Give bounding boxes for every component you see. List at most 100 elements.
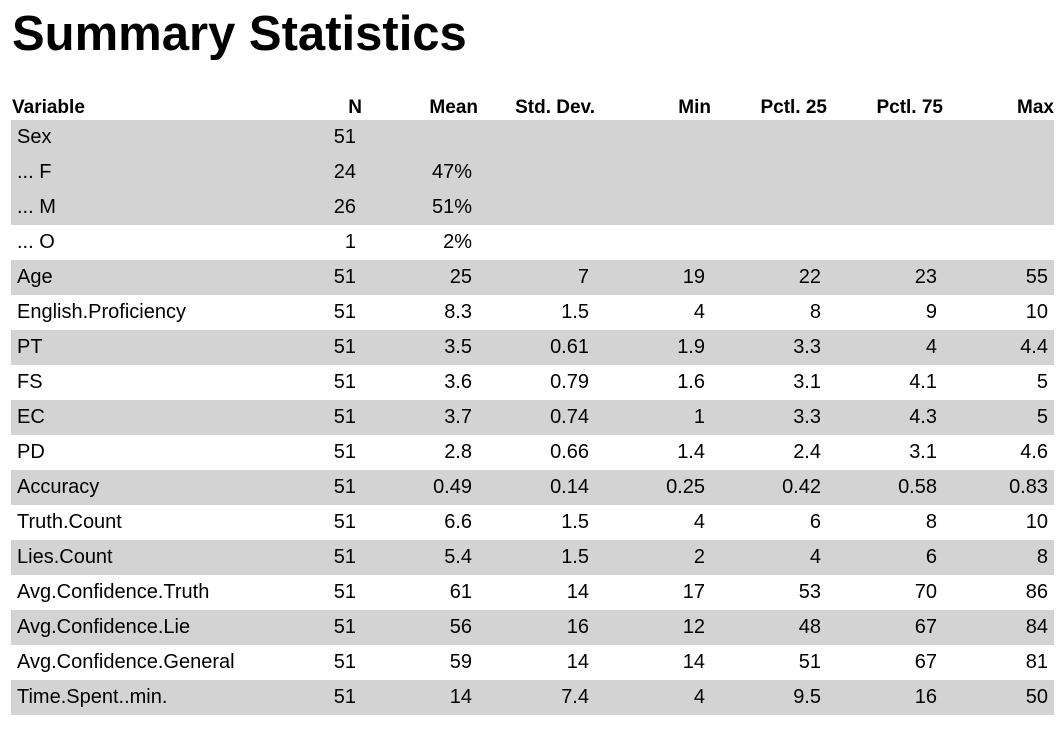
cell-pctl-25: 9.5 [711,680,827,715]
cell-std-dev [478,120,595,155]
cell-pctl-25: 6 [809,511,821,533]
cell-mean: 56 [362,610,478,645]
cell-n: 1 [344,231,356,253]
column-header-variable: Variable [12,97,85,118]
cell-mean: 0.49 [362,470,478,505]
table-row: ... F 24 47% [11,155,1054,190]
cell-variable: Lies.Count [11,540,306,575]
cell-pctl-75: 70 [914,581,937,603]
cell-pctl-25: 48 [711,610,827,645]
cell-std-dev: 14 [566,581,589,603]
cell-min: 1.4 [677,441,705,463]
cell-pctl-25 [711,225,827,260]
cell-variable: EC [11,400,306,435]
cell-min: 14 [682,651,705,673]
cell-n: 51 [333,441,356,463]
column-header-max: Max [1017,97,1054,118]
cell-variable: PD [17,441,45,463]
cell-variable: Time.Spent..min. [11,680,306,715]
cell-pctl-25 [711,190,827,225]
cell-min: 0.25 [595,470,711,505]
table-row: FS 51 3.6 0.79 1.6 3.1 4.1 5 [11,365,1054,400]
column-header-pctl-75: Pctl. 75 [876,97,943,118]
cell-n: 24 [306,155,362,190]
cell-n: 51 [306,120,362,155]
cell-pctl-25: 53 [798,581,821,603]
cell-min [595,155,711,190]
cell-max: 50 [943,680,1054,715]
table-body: Sex 51... F 24 47%... M 26 51%... O 1 2% Age 51 25… [11,120,1054,715]
cell-max: 4.4 [943,330,1054,365]
cell-std-dev: 0.66 [550,441,589,463]
cell-std-dev: 14 [566,651,589,673]
cell-std-dev [478,155,595,190]
page-title: Summary Statistics [12,7,467,61]
cell-variable: ... O [17,231,55,253]
cell-min [595,190,711,225]
cell-variable: Accuracy [11,470,306,505]
cell-n: 51 [333,651,356,673]
cell-max: 10 [1025,511,1048,533]
column-header-min: Min [678,97,711,118]
cell-pctl-25: 3.3 [711,400,827,435]
cell-mean: 14 [362,680,478,715]
cell-min: 1 [595,400,711,435]
cell-pctl-25 [711,155,827,190]
cell-mean: 61 [449,581,472,603]
cell-n: 26 [306,190,362,225]
table-row: Avg.Confidence.Truth 51 61 14 17 53 70 86 [11,575,1054,610]
cell-n: 51 [333,301,356,323]
cell-n: 51 [333,581,356,603]
cell-std-dev: 0.79 [550,371,589,393]
cell-pctl-75: 9 [925,301,937,323]
cell-pctl-75: 8 [925,511,937,533]
cell-pctl-25: 2.4 [793,441,821,463]
cell-max [943,190,1054,225]
table-row: EC 51 3.7 0.74 1 3.3 4.3 5 [11,400,1054,435]
cell-pctl-25: 3.3 [711,330,827,365]
cell-min: 4 [693,301,705,323]
table-row: ... O 1 2% [11,225,1054,260]
cell-max: 4.6 [1020,441,1048,463]
cell-std-dev: 0.14 [478,470,595,505]
cell-mean: 2.8 [444,441,472,463]
cell-pctl-75: 67 [827,610,943,645]
cell-mean: 5.4 [362,540,478,575]
cell-max [943,225,1054,260]
column-header-pctl-25: Pctl. 25 [760,97,827,118]
cell-max: 5 [1036,371,1048,393]
cell-pctl-25: 3.1 [793,371,821,393]
cell-mean: 25 [362,260,478,295]
cell-max: 0.83 [943,470,1054,505]
cell-pctl-75 [827,120,943,155]
cell-mean: 6.6 [444,511,472,533]
cell-pctl-75 [827,190,943,225]
cell-min: 4 [595,680,711,715]
cell-mean: 3.5 [362,330,478,365]
summary-table: Variable N Mean Std. Dev. Min Pctl. 25 P… [11,92,1054,715]
cell-pctl-75: 0.58 [827,470,943,505]
cell-mean: 3.7 [362,400,478,435]
cell-max: 55 [943,260,1054,295]
cell-min: 17 [682,581,705,603]
cell-pctl-75: 4.1 [909,371,937,393]
table-row: PD 51 2.8 0.66 1.4 2.4 3.1 4.6 [11,435,1054,470]
cell-variable: Age [11,260,306,295]
table-row: Lies.Count 51 5.4 1.5 2 4 6 8 [11,540,1054,575]
cell-pctl-25 [711,120,827,155]
cell-max: 10 [1025,301,1048,323]
cell-variable: Avg.Confidence.Lie [11,610,306,645]
cell-n: 51 [306,400,362,435]
cell-std-dev [478,225,595,260]
cell-std-dev: 0.74 [478,400,595,435]
cell-min: 2 [595,540,711,575]
table-row: Avg.Confidence.Lie 51 56 16 12 48 67 84 [11,610,1054,645]
cell-max: 8 [943,540,1054,575]
cell-pctl-75: 16 [827,680,943,715]
table-row: ... M 26 51% [11,190,1054,225]
cell-pctl-25: 0.42 [711,470,827,505]
cell-pctl-25: 22 [711,260,827,295]
cell-min: 19 [595,260,711,295]
cell-std-dev: 1.5 [478,540,595,575]
table-row: Avg.Confidence.General 51 59 14 14 51 67 81 [11,645,1054,680]
